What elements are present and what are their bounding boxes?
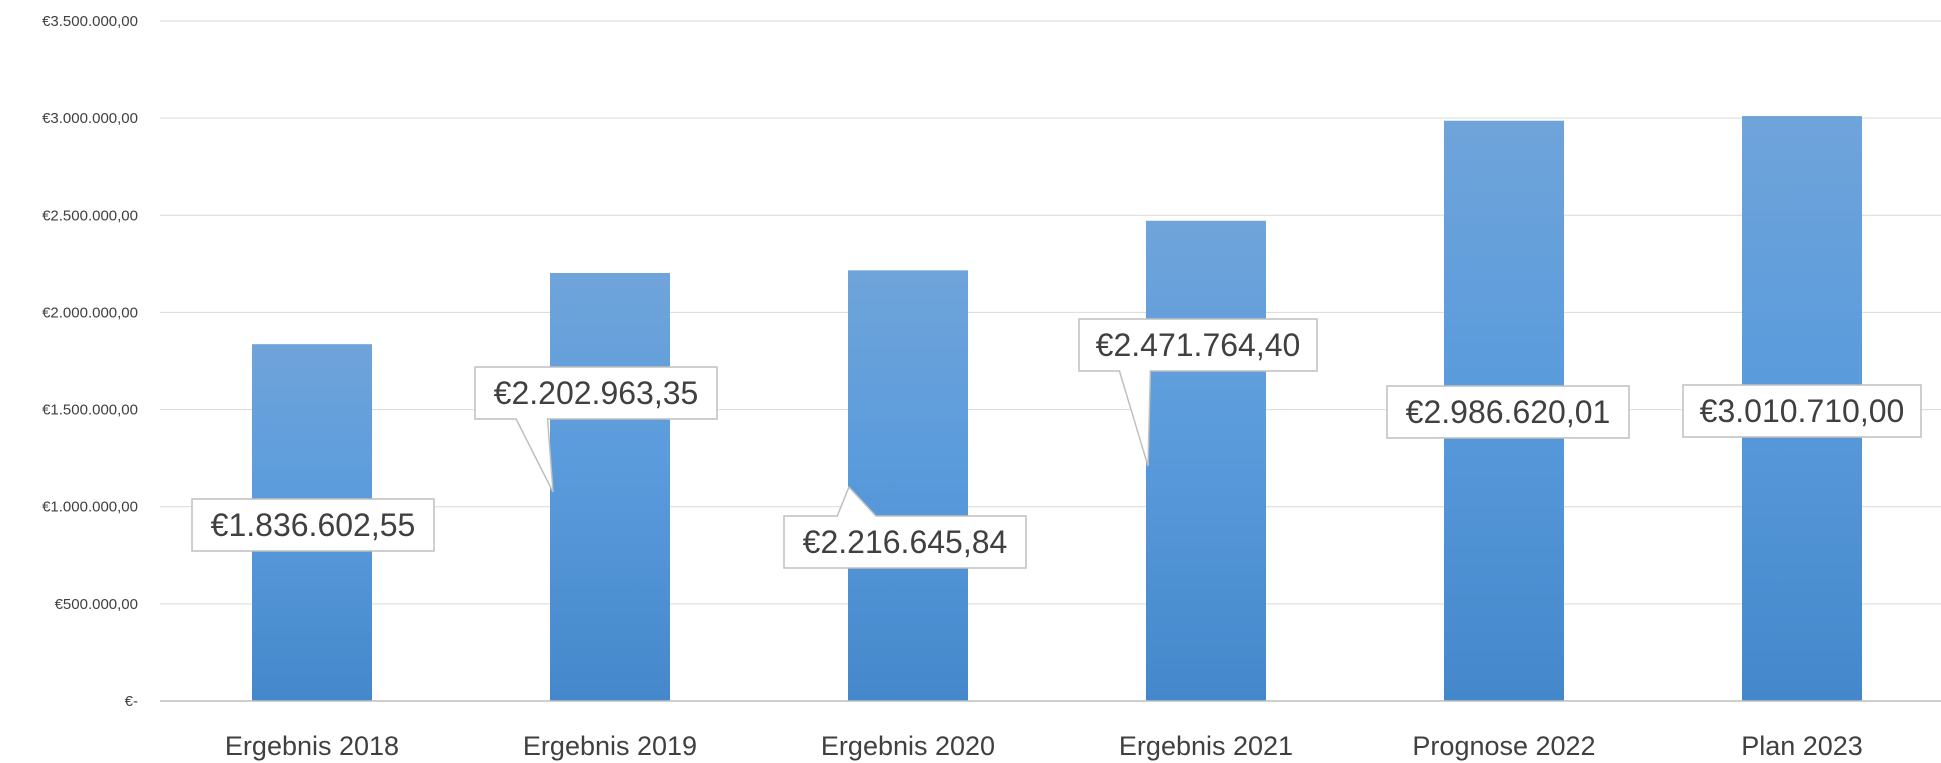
data-label-box <box>1078 318 1318 467</box>
data-label: €2.471.764,40 <box>1078 318 1318 467</box>
data-label: €1.836.602,55 <box>191 498 435 552</box>
x-category-label: Prognose 2022 <box>1412 731 1595 761</box>
x-category-label: Plan 2023 <box>1741 731 1863 761</box>
y-tick-label: €500.000,00 <box>55 596 138 613</box>
data-label-box <box>191 498 435 552</box>
bar <box>1146 220 1266 701</box>
data-label-value: €2.202.963,35 <box>494 375 699 411</box>
x-axis-category-labels: Ergebnis 2018 Ergebnis 2019 Ergebnis 2020 E… <box>225 731 1863 761</box>
data-label-value: €2.216.645,84 <box>803 524 1008 560</box>
x-category-label: Ergebnis 2021 <box>1119 731 1293 761</box>
y-tick-label: €2.000.000,00 <box>42 304 138 321</box>
y-tick-label: €1.000.000,00 <box>42 499 138 516</box>
y-tick-label: €3.000.000,00 <box>42 110 138 127</box>
x-category-label: Ergebnis 2018 <box>225 731 399 761</box>
data-label-box <box>1386 385 1630 439</box>
data-label-box <box>1682 384 1922 438</box>
gridlines <box>160 20 1941 605</box>
y-tick-label: €2.500.000,00 <box>42 207 138 224</box>
x-category-label: Ergebnis 2019 <box>523 731 697 761</box>
y-tick-label: €3.500.000,00 <box>42 13 138 30</box>
data-label-value: €2.471.764,40 <box>1096 327 1301 363</box>
bar <box>848 270 968 701</box>
x-category-label: Ergebnis 2020 <box>821 731 995 761</box>
data-label-box <box>783 485 1027 569</box>
y-tick-label: €1.500.000,00 <box>42 402 138 419</box>
data-labels: €1.836.602,55 €2.202.963,35 €2.216.645,84 €… <box>191 318 1922 569</box>
data-label: €2.216.645,84 <box>783 485 1027 569</box>
y-tick-label: €- <box>125 693 138 710</box>
y-axis-tick-labels: €- €500.000,00 €1.000.000,00 €1.500.000,00 €… <box>42 13 138 710</box>
data-label-value: €1.836.602,55 <box>211 507 416 543</box>
bar <box>550 272 670 701</box>
data-label-value: €2.986.620,01 <box>1406 394 1611 430</box>
data-label-value: €3.010.710,00 <box>1700 393 1905 429</box>
data-label: €2.202.963,35 <box>474 366 718 493</box>
data-label: €3.010.710,00 <box>1682 384 1922 438</box>
data-label: €2.986.620,01 <box>1386 385 1630 439</box>
data-label-box <box>474 366 718 493</box>
